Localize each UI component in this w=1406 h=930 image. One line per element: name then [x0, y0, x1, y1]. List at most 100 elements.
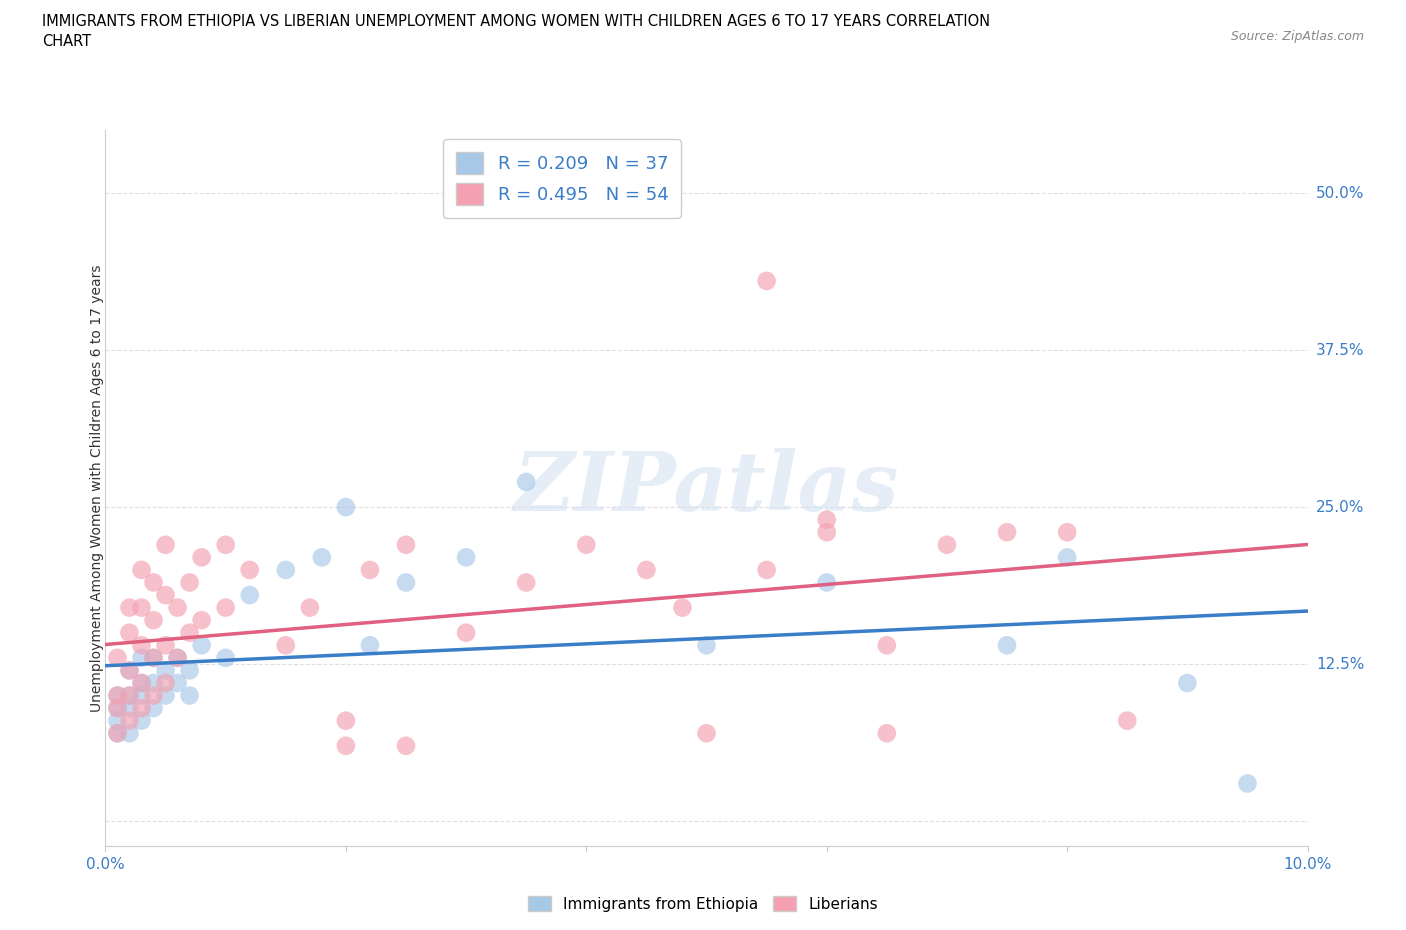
Point	[155, 588, 177, 603]
Point	[155, 538, 177, 552]
Text: 12.5%: 12.5%	[1316, 657, 1364, 671]
Text: ZIPatlas: ZIPatlas	[513, 448, 900, 528]
Point	[190, 638, 212, 653]
Point	[1175, 675, 1198, 690]
Point	[815, 512, 838, 527]
Point	[131, 713, 153, 728]
Point	[118, 688, 141, 703]
Point	[118, 700, 141, 715]
Text: 37.5%: 37.5%	[1316, 342, 1364, 357]
Point	[131, 688, 153, 703]
Point	[142, 675, 165, 690]
Point	[995, 638, 1018, 653]
Point	[454, 550, 477, 565]
Point	[515, 575, 537, 590]
Point	[155, 675, 177, 690]
Point	[515, 474, 537, 489]
Point	[131, 600, 153, 615]
Point	[876, 638, 898, 653]
Point	[107, 725, 129, 740]
Point	[696, 725, 718, 740]
Point	[696, 638, 718, 653]
Text: CHART: CHART	[42, 34, 91, 49]
Point	[359, 563, 381, 578]
Point	[1236, 776, 1258, 790]
Point	[1056, 550, 1078, 565]
Point	[107, 725, 129, 740]
Point	[155, 688, 177, 703]
Point	[118, 600, 141, 615]
Point	[214, 538, 236, 552]
Point	[298, 600, 321, 615]
Point	[214, 650, 236, 665]
Point	[190, 550, 212, 565]
Point	[118, 688, 141, 703]
Point	[274, 638, 297, 653]
Point	[107, 650, 129, 665]
Point	[636, 563, 658, 578]
Point	[755, 563, 778, 578]
Point	[214, 600, 236, 615]
Text: 50.0%: 50.0%	[1316, 185, 1364, 201]
Point	[131, 650, 153, 665]
Legend: R = 0.209   N = 37, R = 0.495   N = 54: R = 0.209 N = 37, R = 0.495 N = 54	[443, 140, 681, 218]
Point	[142, 575, 165, 590]
Point	[311, 550, 333, 565]
Point	[118, 625, 141, 640]
Point	[395, 738, 418, 753]
Point	[107, 700, 129, 715]
Legend: Immigrants from Ethiopia, Liberians: Immigrants from Ethiopia, Liberians	[522, 889, 884, 918]
Point	[118, 725, 141, 740]
Point	[118, 663, 141, 678]
Point	[107, 688, 129, 703]
Text: IMMIGRANTS FROM ETHIOPIA VS LIBERIAN UNEMPLOYMENT AMONG WOMEN WITH CHILDREN AGES: IMMIGRANTS FROM ETHIOPIA VS LIBERIAN UNE…	[42, 14, 990, 29]
Point	[142, 613, 165, 628]
Point	[131, 700, 153, 715]
Point	[166, 650, 188, 665]
Point	[995, 525, 1018, 539]
Point	[131, 638, 153, 653]
Point	[166, 600, 188, 615]
Text: Source: ZipAtlas.com: Source: ZipAtlas.com	[1230, 30, 1364, 43]
Point	[671, 600, 693, 615]
Point	[166, 650, 188, 665]
Point	[1116, 713, 1139, 728]
Point	[1056, 525, 1078, 539]
Y-axis label: Unemployment Among Women with Children Ages 6 to 17 years: Unemployment Among Women with Children A…	[90, 264, 104, 712]
Point	[190, 613, 212, 628]
Point	[118, 663, 141, 678]
Point	[166, 675, 188, 690]
Point	[155, 638, 177, 653]
Point	[239, 563, 262, 578]
Point	[118, 713, 141, 728]
Point	[335, 738, 357, 753]
Text: 25.0%: 25.0%	[1316, 499, 1364, 514]
Point	[815, 525, 838, 539]
Point	[179, 625, 201, 640]
Point	[575, 538, 598, 552]
Point	[395, 538, 418, 552]
Point	[142, 650, 165, 665]
Point	[335, 713, 357, 728]
Point	[335, 499, 357, 514]
Point	[936, 538, 959, 552]
Point	[107, 700, 129, 715]
Point	[755, 273, 778, 288]
Point	[107, 688, 129, 703]
Point	[142, 650, 165, 665]
Point	[274, 563, 297, 578]
Point	[179, 575, 201, 590]
Point	[131, 675, 153, 690]
Point	[131, 675, 153, 690]
Point	[454, 625, 477, 640]
Point	[815, 575, 838, 590]
Point	[131, 563, 153, 578]
Point	[395, 575, 418, 590]
Point	[876, 725, 898, 740]
Point	[359, 638, 381, 653]
Point	[107, 713, 129, 728]
Point	[179, 688, 201, 703]
Point	[155, 663, 177, 678]
Point	[142, 688, 165, 703]
Point	[179, 663, 201, 678]
